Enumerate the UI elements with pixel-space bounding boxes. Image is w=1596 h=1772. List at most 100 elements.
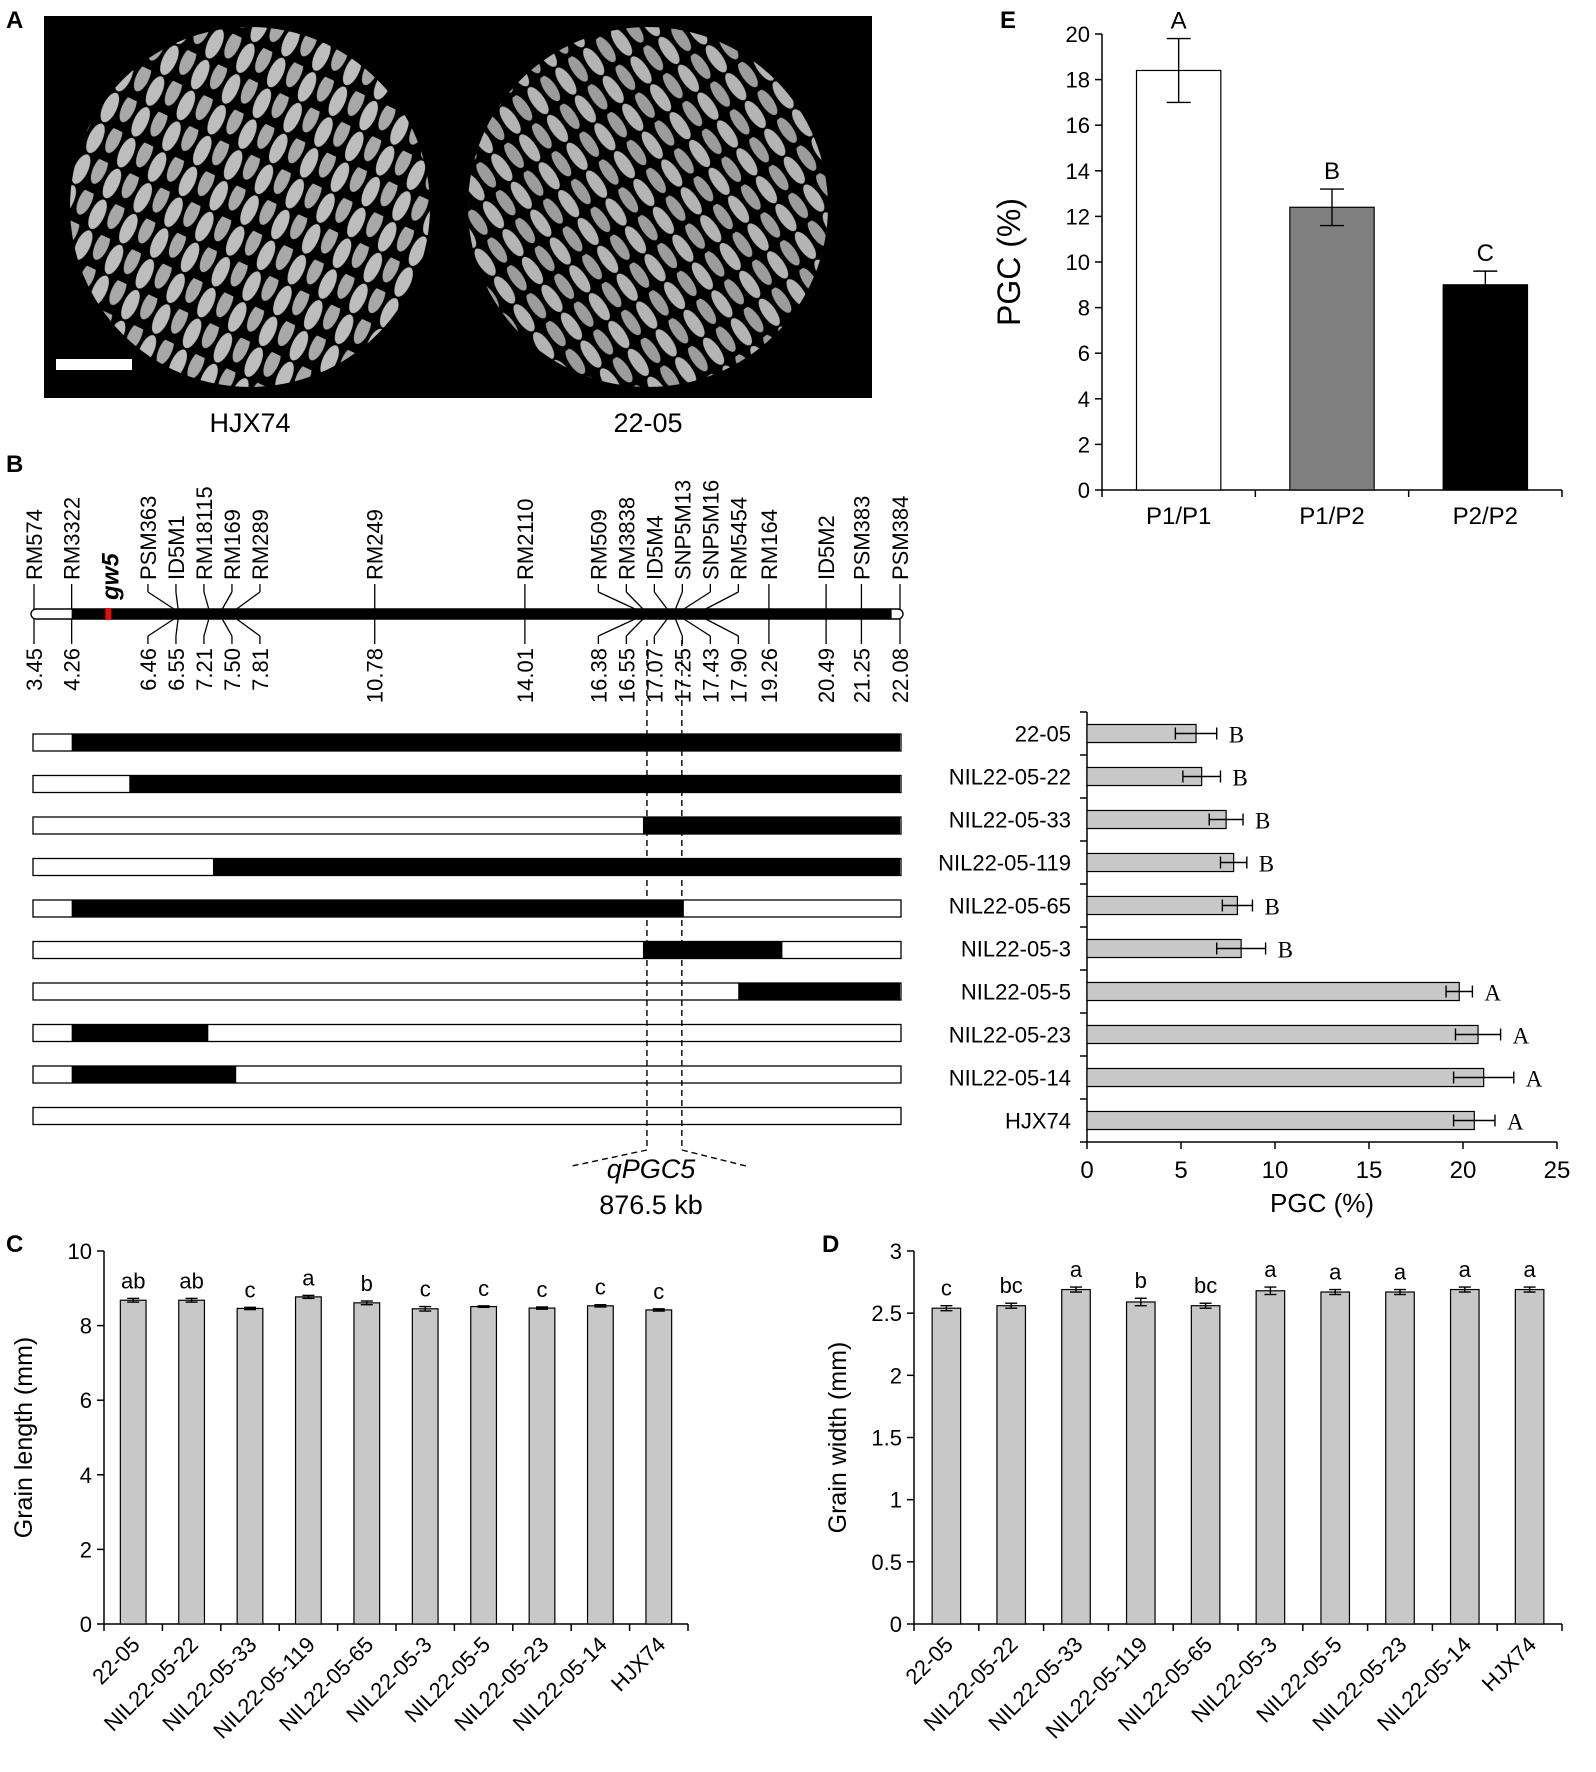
donor-segment: [71, 734, 901, 751]
significance-letter: B: [1229, 723, 1244, 748]
significance-letter: B: [1232, 766, 1247, 791]
qtl-zoom-right: [681, 1149, 747, 1167]
x-tick-label: 10: [1262, 1157, 1289, 1184]
x-tick-label: 0: [1080, 1157, 1093, 1184]
y-tick-label: 16: [1066, 113, 1090, 138]
bar-nil22-05-65: [1086, 895, 1238, 916]
significance-letter: c: [245, 1277, 256, 1302]
significance-letter: a: [1329, 1260, 1342, 1285]
chromosome-body: [71, 609, 892, 619]
significance-letter: a: [1523, 1257, 1536, 1282]
donor-segment: [129, 775, 900, 793]
y-tick-label: 4: [80, 1463, 92, 1488]
significance-letter: a: [1070, 1257, 1083, 1282]
marker-connector-bottom: [203, 618, 210, 637]
significance-letter: C: [1477, 240, 1494, 267]
donor-segment: [71, 1024, 209, 1042]
marker-position: 7.81: [248, 648, 273, 691]
significance-letter: c: [537, 1277, 548, 1302]
marker-connector-top: [683, 591, 711, 610]
chart-d-grain-width: 00.511.522.53c22-05bcNIL22-05-22aNIL22-0…: [824, 1239, 1563, 1744]
scale-bar: [56, 359, 132, 370]
donor-segment: [71, 900, 684, 917]
significance-letter: b: [1135, 1268, 1147, 1293]
marker-name-rm3322: RM3322: [60, 497, 85, 580]
y-axis-title: Grain length (mm): [10, 1337, 38, 1538]
x-tick-label: P1/P1: [1146, 503, 1211, 530]
significance-letter: B: [1278, 938, 1293, 963]
label-hjx74: HJX74: [209, 408, 290, 438]
bar-nil22-05-23: [528, 1307, 556, 1625]
x-tick-label: 22-05: [900, 1632, 957, 1689]
y-axis-title: PGC (%): [991, 198, 1027, 326]
panel-label-a: A: [6, 7, 23, 34]
significance-letter: B: [1259, 852, 1274, 877]
y-tick-label: 1.5: [871, 1426, 902, 1451]
bar-nil22-05-14: [1086, 1067, 1485, 1088]
y-tick-label: NIL22-05-65: [949, 894, 1071, 919]
marker-connector-top: [598, 591, 636, 610]
y-tick-label: 8: [1078, 296, 1090, 321]
significance-letter: c: [478, 1276, 489, 1301]
qtl-zoom-left: [571, 1149, 648, 1167]
y-tick-label: 0: [80, 1612, 92, 1637]
significance-letter: A: [1171, 8, 1187, 35]
marker-connector-bottom: [598, 618, 636, 637]
marker-name-rm5454: RM5454: [726, 497, 751, 580]
marker-connector-top: [705, 591, 739, 610]
marker-name-rm249: RM249: [363, 509, 388, 580]
gene-label-gw5: gw5: [97, 553, 124, 601]
significance-letter: c: [595, 1275, 606, 1300]
marker-position: 4.26: [60, 648, 85, 691]
y-tick-label: NIL22-05-3: [961, 937, 1071, 962]
y-tick-label: 22-05: [1015, 722, 1071, 747]
donor-segment: [642, 941, 783, 959]
genotype-bar-nil22-05-23: [32, 1023, 902, 1043]
significance-letter: B: [1264, 895, 1279, 920]
y-tick-label: 3: [890, 1239, 902, 1264]
label-2205: 22-05: [613, 408, 682, 438]
x-tick-label: 15: [1356, 1157, 1383, 1184]
marker-position: 16.38: [586, 648, 611, 703]
marker-connector-bottom: [683, 618, 711, 637]
marker-name-rm18115: RM18115: [192, 486, 217, 580]
marker-name-psm363: PSM363: [136, 496, 161, 580]
bar-nil22-05-119: [1125, 1301, 1156, 1625]
bar-p2-p2: [1442, 284, 1529, 491]
marker-position: 17.90: [726, 648, 751, 703]
bar-nil22-05-14: [586, 1305, 614, 1625]
significance-letter: c: [941, 1276, 952, 1301]
x-tick-label: P1/P2: [1299, 503, 1364, 530]
significance-letter: A: [1507, 1110, 1524, 1135]
significance-letter: bc: [1194, 1273, 1217, 1298]
grain-pile-2205: [468, 27, 828, 387]
genotype-bar-hjx74: [32, 1106, 902, 1126]
marker-name-psm384: PSM384: [888, 496, 913, 580]
x-tick-label: HJX74: [606, 1632, 670, 1696]
marker-connector-bottom: [674, 618, 683, 637]
marker-name-rm164: RM164: [757, 509, 782, 580]
y-tick-label: 1: [890, 1488, 902, 1513]
marker-connector-top: [653, 591, 668, 610]
significance-letter: c: [420, 1277, 431, 1302]
marker-position: 21.25: [849, 648, 874, 703]
bar-22-05: [931, 1307, 962, 1625]
bar-nil22-05-3: [1255, 1290, 1286, 1625]
panel-label-e: E: [1000, 7, 1016, 34]
bar-nil22-05-65: [1190, 1305, 1221, 1625]
nil-genotype-bars: [32, 733, 902, 1126]
donor-segment: [212, 858, 900, 876]
y-tick-label: NIL22-05-119: [938, 851, 1071, 876]
y-tick-label: NIL22-05-33: [949, 808, 1071, 833]
marker-connector-top: [236, 591, 261, 610]
bar-nil22-05-23: [1086, 1024, 1479, 1045]
significance-letter: c: [653, 1279, 664, 1304]
significance-letter: bc: [1000, 1273, 1023, 1298]
y-tick-label: 10: [1066, 250, 1090, 275]
y-tick-label: 2: [1078, 432, 1090, 457]
bar-nil22-05-3: [411, 1308, 439, 1625]
marker-name-rm169: RM169: [220, 509, 245, 580]
marker-name-rm3838: RM3838: [614, 497, 639, 580]
donor-segment: [71, 1066, 237, 1083]
chart-e: 0 2 4 6 8 10 12 14 16 18 20 A P1/P1 B P1/P2 C P2/P2 PGC (…: [991, 8, 1563, 530]
